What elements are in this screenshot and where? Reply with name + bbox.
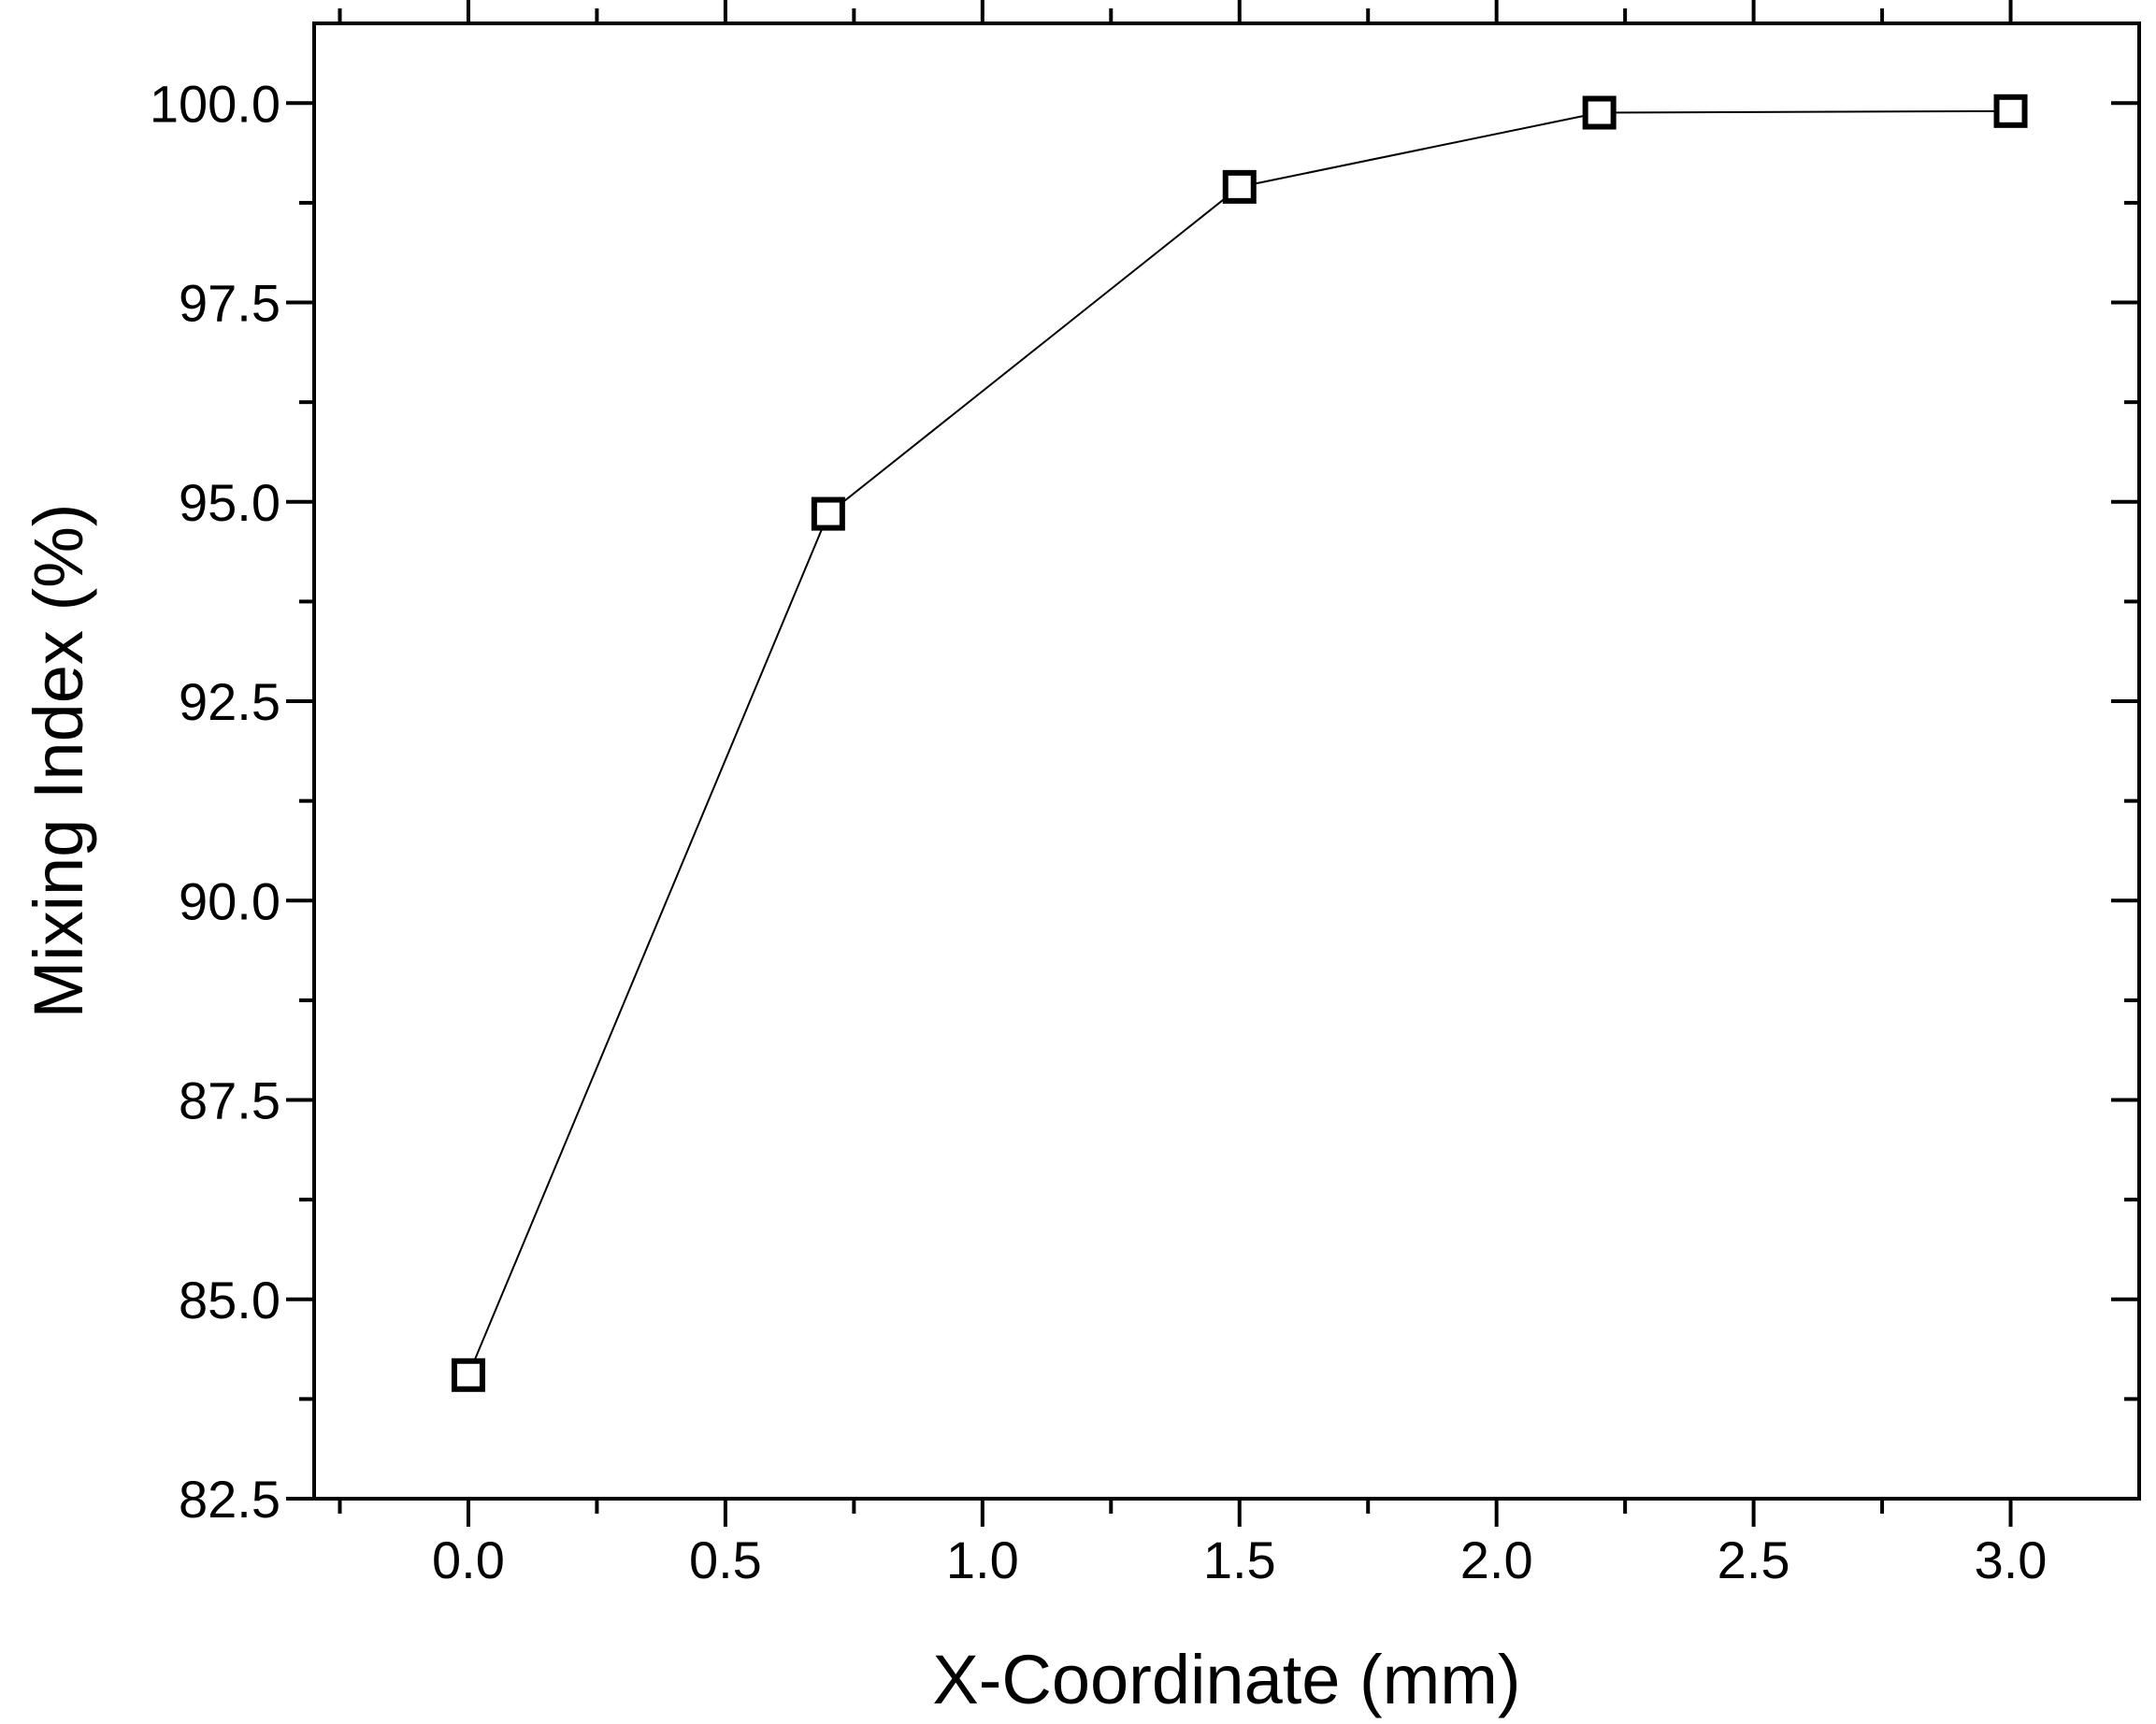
y-tick-label: 92.5 [179, 672, 280, 731]
x-tick-label: 0.5 [689, 1530, 762, 1589]
y-tick-label: 95.0 [179, 473, 280, 532]
x-tick-label: 3.0 [1975, 1530, 2048, 1589]
y-tick-label: 85.0 [179, 1271, 280, 1329]
tick-labels-layer: 0.0 0.5 1.0 1.5 2.0 2.5 3.0 82.5 85.0 87.5 90.0 92.… [150, 74, 2048, 1589]
data-point-marker [451, 1358, 485, 1392]
data-point-marker [1222, 169, 1257, 204]
y-tick-label: 82.5 [179, 1470, 280, 1529]
ticks-layer [286, 0, 2139, 1527]
data-point-marker [1582, 95, 1617, 130]
x-tick-label: 0.0 [432, 1530, 505, 1589]
data-point-marker [1993, 93, 2028, 128]
y-tick-label: 87.5 [179, 1071, 280, 1130]
x-tick-label: 1.0 [946, 1530, 1019, 1589]
y-tick-label: 90.0 [179, 871, 280, 930]
x-tick-label: 2.5 [1718, 1530, 1790, 1589]
series-line [467, 109, 2011, 1376]
x-tick-label: 2.0 [1460, 1530, 1533, 1589]
x-axis-title: X-Coordinate (mm) [932, 1641, 1520, 1718]
y-tick-label: 97.5 [179, 274, 280, 333]
markers-layer [451, 93, 2028, 1392]
y-tick-label: 100.0 [150, 74, 280, 133]
x-tick-label: 1.5 [1203, 1530, 1276, 1589]
data-point-marker [811, 496, 845, 531]
plot-frame [312, 22, 2141, 1501]
y-axis-title: Mixing Index (%) [20, 503, 97, 1018]
